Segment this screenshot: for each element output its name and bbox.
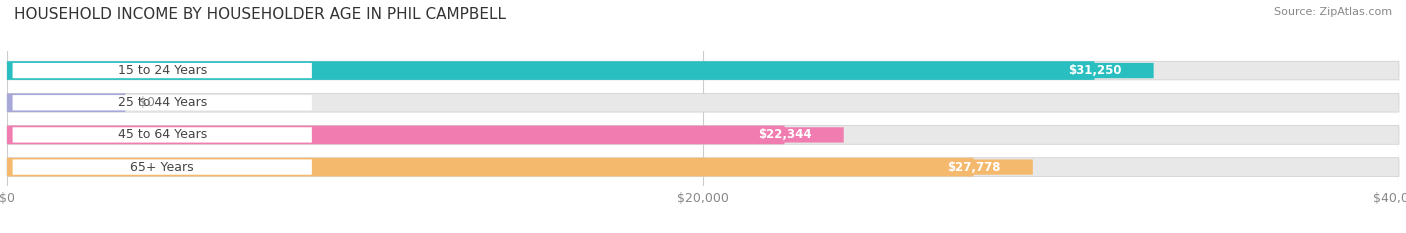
Text: HOUSEHOLD INCOME BY HOUSEHOLDER AGE IN PHIL CAMPBELL: HOUSEHOLD INCOME BY HOUSEHOLDER AGE IN P… (14, 7, 506, 22)
FancyBboxPatch shape (914, 159, 1033, 175)
FancyBboxPatch shape (725, 127, 844, 143)
FancyBboxPatch shape (13, 127, 312, 143)
FancyBboxPatch shape (7, 61, 1094, 80)
Text: $22,344: $22,344 (758, 128, 811, 141)
Text: $27,778: $27,778 (946, 161, 1001, 174)
FancyBboxPatch shape (7, 93, 125, 112)
FancyBboxPatch shape (1035, 63, 1154, 78)
FancyBboxPatch shape (7, 158, 1399, 176)
Text: 25 to 44 Years: 25 to 44 Years (118, 96, 207, 109)
FancyBboxPatch shape (7, 158, 974, 176)
FancyBboxPatch shape (13, 159, 312, 175)
Text: $0: $0 (139, 96, 155, 109)
FancyBboxPatch shape (7, 126, 785, 144)
Text: 15 to 24 Years: 15 to 24 Years (118, 64, 207, 77)
FancyBboxPatch shape (7, 61, 1399, 80)
FancyBboxPatch shape (7, 126, 1399, 144)
FancyBboxPatch shape (13, 95, 312, 110)
FancyBboxPatch shape (7, 93, 1399, 112)
Text: 45 to 64 Years: 45 to 64 Years (118, 128, 207, 141)
FancyBboxPatch shape (13, 63, 312, 78)
Text: $31,250: $31,250 (1067, 64, 1121, 77)
Text: Source: ZipAtlas.com: Source: ZipAtlas.com (1274, 7, 1392, 17)
Text: 65+ Years: 65+ Years (131, 161, 194, 174)
